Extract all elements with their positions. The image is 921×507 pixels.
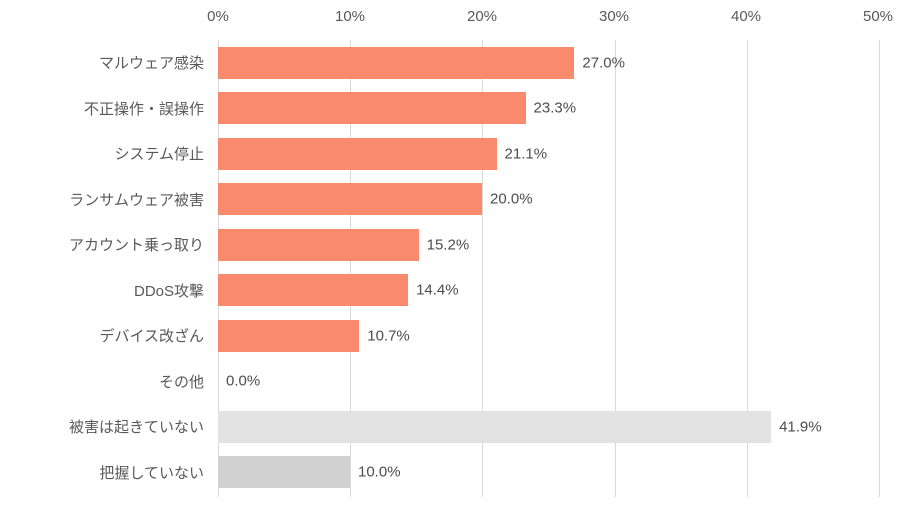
bar-track: 15.2% bbox=[218, 222, 878, 268]
x-axis-tick: 50% bbox=[862, 8, 894, 25]
category-label: システム停止 bbox=[114, 146, 204, 164]
chart-row: 把握していない 10.0% bbox=[0, 450, 921, 496]
bar bbox=[218, 456, 350, 489]
x-axis-tick: 30% bbox=[598, 8, 630, 25]
value-label: 27.0% bbox=[582, 54, 625, 72]
bar-track: 41.9% bbox=[218, 404, 878, 450]
value-label: 21.1% bbox=[504, 145, 548, 163]
x-axis-tick: 0% bbox=[207, 8, 229, 25]
value-label: 23.3% bbox=[533, 99, 577, 117]
category-label: アカウント乗っ取り bbox=[68, 237, 204, 255]
value-label: 10.0% bbox=[358, 463, 401, 481]
category-label: ランサムウェア被害 bbox=[69, 191, 204, 209]
category-label: 被害は起きていない bbox=[68, 419, 204, 437]
chart-row: 被害は起きていない 41.9% bbox=[0, 404, 921, 450]
bar-track: 0.0% bbox=[218, 359, 878, 405]
bar-track: 10.7% bbox=[218, 313, 878, 359]
chart-row: 不正操作・誤操作 23.3% bbox=[0, 86, 921, 132]
chart-rows: マルウェア感染 27.0% 不正操作・誤操作 23.3% システム停止 21.1% ランサム… bbox=[0, 40, 921, 495]
category-label: その他 bbox=[158, 373, 204, 391]
chart-row: その他 0.0% bbox=[0, 359, 921, 405]
category-label: マルウェア感染 bbox=[98, 55, 204, 73]
bar-track: 21.1% bbox=[218, 131, 878, 177]
x-axis-tick: 10% bbox=[334, 8, 366, 25]
value-label: 10.7% bbox=[367, 327, 410, 345]
bar bbox=[218, 46, 575, 79]
value-label: 20.0% bbox=[490, 190, 533, 208]
bar bbox=[218, 319, 360, 352]
chart-row: DDoS攻撃 14.4% bbox=[0, 268, 921, 314]
bar bbox=[218, 137, 497, 170]
category-label: DDoS攻撃 bbox=[133, 282, 204, 300]
bar-track: 14.4% bbox=[218, 268, 878, 314]
category-label: デバイス改ざん bbox=[99, 328, 204, 346]
x-axis-tick: 40% bbox=[730, 8, 762, 25]
value-label: 41.9% bbox=[779, 418, 822, 436]
bar bbox=[218, 183, 482, 216]
bar bbox=[218, 410, 772, 443]
bar-track: 20.0% bbox=[218, 177, 878, 223]
chart-row: ランサムウェア被害 20.0% bbox=[0, 177, 921, 223]
x-axis-tick: 20% bbox=[466, 8, 498, 25]
x-axis: 0% 10% 20% 30% 40% 50% bbox=[207, 8, 893, 32]
category-label: 把握していない bbox=[99, 464, 204, 482]
category-label: 不正操作・誤操作 bbox=[83, 100, 204, 118]
chart-row: システム停止 21.1% bbox=[0, 131, 921, 177]
chart-row: アカウント乗っ取り 15.2% bbox=[0, 222, 921, 268]
bar-track: 23.3% bbox=[218, 86, 878, 132]
bar-track: 10.0% bbox=[218, 450, 878, 496]
bar bbox=[218, 92, 526, 125]
chart-row: デバイス改ざん 10.7% bbox=[0, 313, 921, 359]
value-label: 0.0% bbox=[226, 372, 261, 390]
bar bbox=[218, 274, 409, 307]
value-label: 15.2% bbox=[426, 236, 470, 254]
chart-row: マルウェア感染 27.0% bbox=[0, 40, 921, 86]
bar bbox=[218, 228, 419, 261]
bar-track: 27.0% bbox=[218, 40, 878, 86]
value-label: 14.4% bbox=[416, 281, 459, 299]
